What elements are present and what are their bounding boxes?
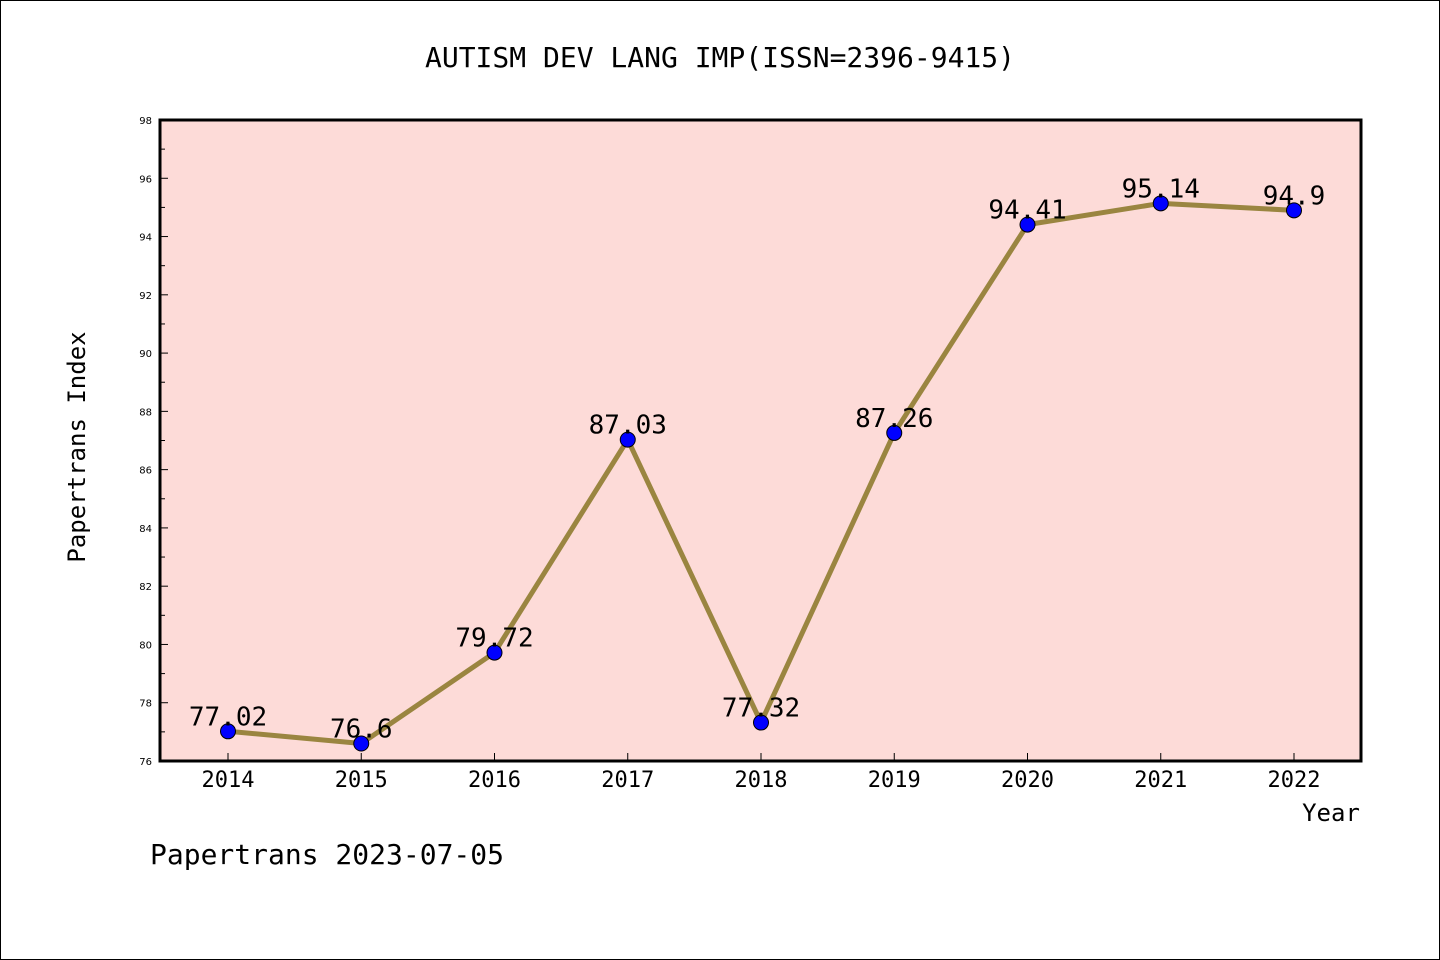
chart-title: AUTISM DEV LANG IMP(ISSN=2396-9415) bbox=[425, 41, 1015, 74]
data-point bbox=[619, 431, 636, 448]
plot-area bbox=[160, 120, 1361, 761]
x-axis: 2014 2015 2016 2017 2018 2019 2020 2021 2022 bbox=[202, 753, 1321, 793]
data-point bbox=[486, 644, 503, 661]
x-tick-label: 2018 bbox=[735, 768, 788, 793]
data-point bbox=[886, 424, 903, 441]
data-point bbox=[353, 735, 370, 752]
data-label: 76.6 bbox=[330, 715, 393, 745]
data-label: 94.41 bbox=[988, 196, 1066, 226]
y-tick-label: 82 bbox=[139, 582, 152, 593]
data-point bbox=[1019, 216, 1036, 233]
y-axis-label: Papertrans Index bbox=[63, 331, 91, 562]
x-tick-label: 2022 bbox=[1268, 768, 1321, 793]
data-label: 95.14 bbox=[1122, 174, 1200, 204]
data-label: 79.72 bbox=[455, 624, 533, 654]
y-tick-label: 84 bbox=[139, 524, 152, 535]
y-tick-label: 80 bbox=[139, 640, 152, 651]
data-label: 77.02 bbox=[189, 702, 267, 732]
data-point bbox=[1152, 195, 1169, 212]
data-point bbox=[1286, 202, 1302, 219]
data-label: 87.03 bbox=[589, 411, 667, 441]
data-point bbox=[753, 714, 769, 731]
y-tick-label: 88 bbox=[139, 407, 152, 418]
y-tick-label: 78 bbox=[139, 699, 152, 710]
x-tick-label: 2015 bbox=[335, 768, 388, 793]
y-tick-label: 94 bbox=[139, 233, 152, 244]
x-axis-label: Year bbox=[1302, 799, 1360, 827]
x-tick-label: 2021 bbox=[1134, 768, 1187, 793]
x-tick-label: 2016 bbox=[468, 768, 521, 793]
footer-text: Papertrans 2023-07-05 bbox=[150, 838, 504, 871]
y-tick-label: 92 bbox=[139, 291, 152, 302]
y-tick-label: 76 bbox=[139, 757, 152, 768]
data-label: 94.9 bbox=[1263, 181, 1326, 211]
x-tick-label: 2017 bbox=[601, 768, 654, 793]
x-tick-label: 2014 bbox=[202, 768, 255, 793]
y-tick-label: 90 bbox=[139, 349, 152, 360]
data-point bbox=[220, 723, 236, 740]
y-tick-label: 96 bbox=[139, 174, 152, 185]
series-markers bbox=[220, 195, 1302, 752]
x-tick-label: 2020 bbox=[1001, 768, 1054, 793]
data-label: 77.32 bbox=[722, 694, 800, 724]
data-label: 87.26 bbox=[855, 404, 933, 434]
y-tick-label: 86 bbox=[139, 466, 152, 477]
y-tick-label: 98 bbox=[139, 116, 152, 127]
data-labels: 77.02 76.6 79.72 87.03 77.32 87.26 94.41 95.14 9… bbox=[189, 174, 1325, 744]
x-tick-label: 2019 bbox=[868, 768, 921, 793]
y-axis: 76 78 80 82 84 86 88 90 92 94 96 98 bbox=[139, 116, 168, 768]
plot-frame bbox=[158, 118, 1363, 763]
